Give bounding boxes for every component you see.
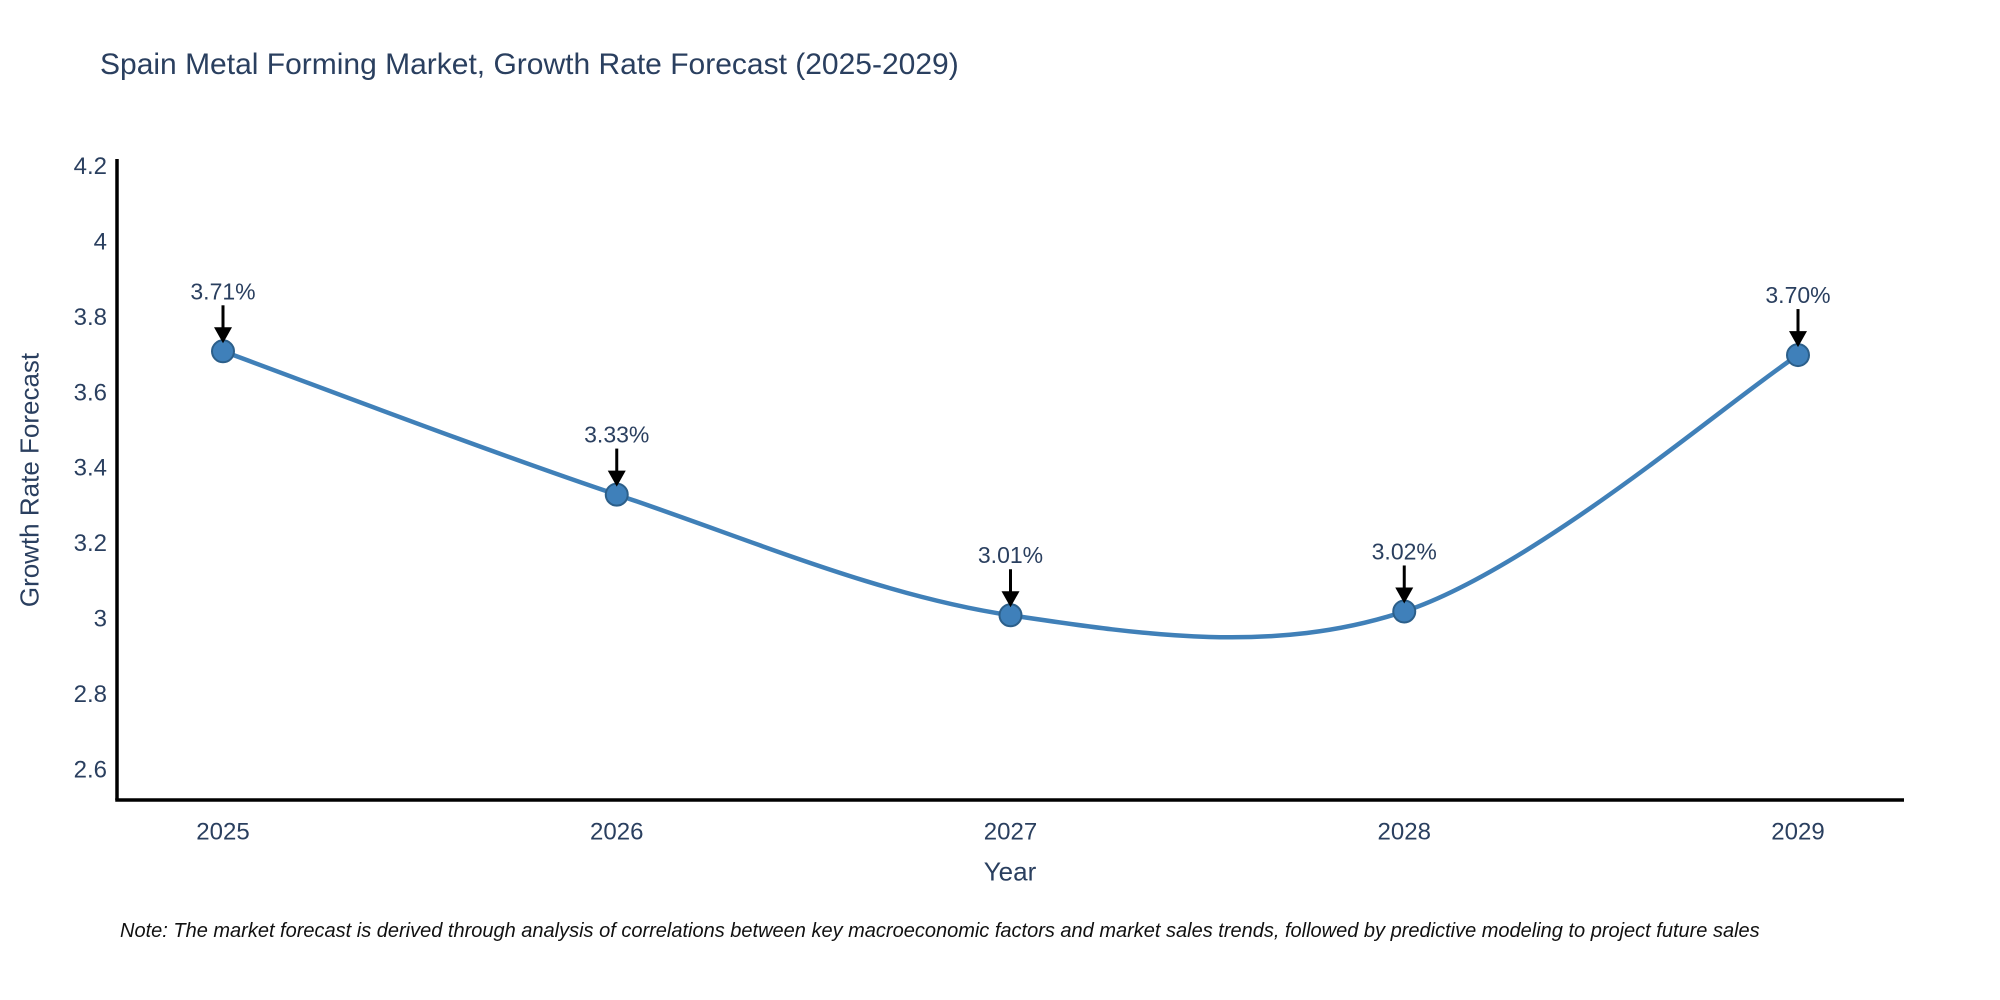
annotation-arrow-head xyxy=(1001,591,1020,608)
x-axis-title: Year xyxy=(983,856,1037,887)
y-tick-label: 3.8 xyxy=(74,304,107,331)
y-tick-label: 3.4 xyxy=(74,455,107,482)
x-tick-label: 2026 xyxy=(590,819,643,846)
y-tick-label: 3.6 xyxy=(74,379,107,406)
y-tick-label: 3.2 xyxy=(74,530,107,557)
point-value-label: 3.71% xyxy=(190,278,255,304)
point-value-label: 3.33% xyxy=(584,422,649,448)
x-tick-label: 2025 xyxy=(196,819,249,846)
y-tick-label: 2.6 xyxy=(74,756,107,783)
data-point-marker xyxy=(998,603,1023,628)
x-tick-label: 2028 xyxy=(1378,819,1431,846)
data-point-marker xyxy=(1392,599,1417,624)
x-tick-label: 2029 xyxy=(1771,819,1824,846)
chart-title: Spain Metal Forming Market, Growth Rate … xyxy=(100,48,959,81)
annotation-arrow-head xyxy=(607,470,626,487)
point-value-label: 3.02% xyxy=(1372,538,1437,564)
point-value-label: 3.01% xyxy=(978,542,1043,568)
y-tick-label: 2.8 xyxy=(74,681,107,708)
data-point-marker xyxy=(1786,343,1810,368)
annotation-arrow-head xyxy=(1395,587,1414,604)
footnote: Note: The market forecast is derived thr… xyxy=(120,920,1760,942)
y-tick-label: 3 xyxy=(94,606,107,633)
data-point-marker xyxy=(604,482,629,507)
annotation-arrow-head xyxy=(214,327,232,344)
point-value-label: 3.70% xyxy=(1765,282,1830,308)
x-tick-label: 2027 xyxy=(984,819,1037,846)
y-axis-title: Growth Rate Forecast xyxy=(14,352,45,608)
y-tick-label: 4.2 xyxy=(74,153,107,180)
annotation-arrow-head xyxy=(1789,331,1807,348)
y-tick-label: 4 xyxy=(94,228,107,255)
data-point-marker xyxy=(211,339,235,364)
